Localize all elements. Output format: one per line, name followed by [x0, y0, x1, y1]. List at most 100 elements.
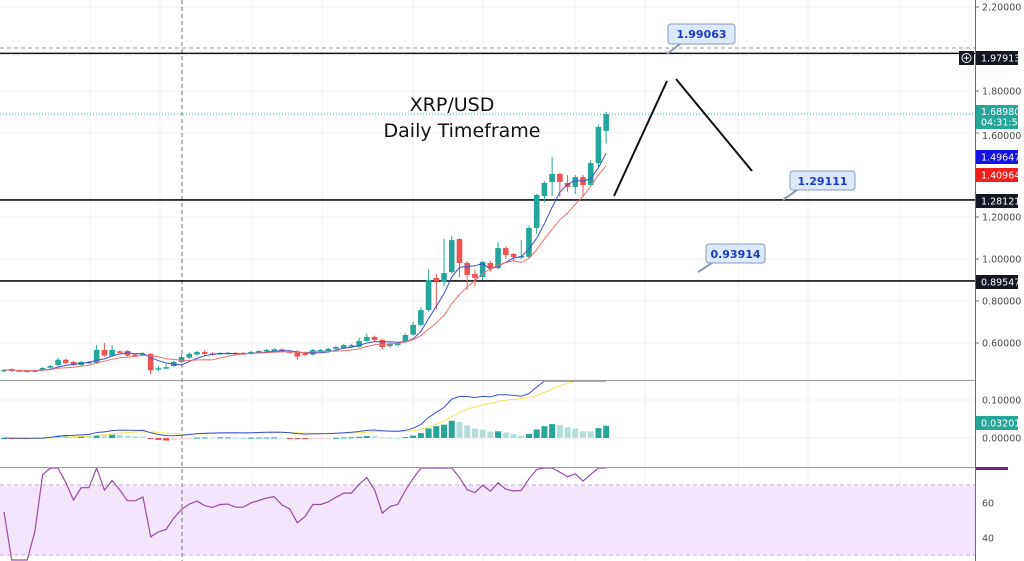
horizontal-levels[interactable]	[0, 47, 975, 282]
macd-histogram-bar	[201, 437, 208, 439]
title-line-1: XRP/USD	[410, 94, 495, 116]
macd-histogram-bar	[580, 431, 586, 438]
candle-body	[503, 248, 509, 256]
zigzag-up-line[interactable]	[613, 80, 668, 197]
candle	[201, 350, 208, 356]
candle	[163, 364, 169, 370]
candle	[487, 261, 494, 272]
macd-histogram-bar	[487, 431, 494, 438]
zigzag-down-line[interactable]	[675, 78, 753, 172]
price-tick-label: 1.20000	[982, 213, 1021, 224]
candle-body	[533, 194, 540, 228]
candle	[541, 181, 548, 203]
drawn-zigzag[interactable]	[613, 78, 753, 197]
callout-1[interactable]: 1.99063	[666, 23, 736, 55]
bar-countdown: 04:31:50	[981, 118, 1024, 129]
callout-2[interactable]: 1.29111	[782, 170, 856, 201]
price-callouts[interactable]: 1.99063 1.29111 0.93914	[666, 23, 856, 273]
macd-histogram-bar	[410, 435, 417, 438]
candle-body	[101, 349, 108, 356]
macd-histogram-bar	[325, 438, 332, 439]
candle	[456, 238, 463, 278]
candle	[194, 350, 200, 356]
candle	[557, 172, 563, 198]
candle	[178, 354, 185, 363]
candle	[410, 322, 416, 336]
candle	[109, 345, 115, 357]
candles	[1, 112, 609, 375]
candle-body	[93, 349, 100, 363]
macd-histogram-bar	[186, 438, 193, 439]
macd-histogram-bar	[217, 437, 224, 439]
candle-body	[39, 367, 46, 371]
macd-histogram-bar	[332, 437, 339, 439]
candle-body	[117, 351, 123, 353]
candle	[117, 350, 123, 354]
price-tick-label: 1.80000	[982, 87, 1021, 98]
macd-histogram-bar	[441, 424, 448, 438]
candle	[364, 333, 370, 342]
macd-histogram-bar	[124, 435, 131, 438]
macd-pane	[1, 381, 610, 441]
macd-histogram-bar	[232, 437, 239, 439]
macd-histogram-bar	[132, 436, 139, 438]
add-alert-button[interactable]	[959, 51, 974, 65]
candle-body	[425, 280, 432, 311]
candle-body	[333, 346, 339, 349]
candle	[186, 352, 193, 359]
macd-histogram-bar	[294, 438, 301, 439]
candle	[425, 269, 432, 312]
candle-body	[387, 344, 393, 347]
candle	[93, 345, 100, 364]
price-tick-label: 1.00000	[982, 255, 1021, 266]
candle	[564, 175, 571, 192]
candle	[101, 343, 108, 357]
candle-body	[163, 367, 169, 369]
macd-histogram-bar	[348, 437, 355, 439]
candle-body	[255, 350, 262, 353]
candle	[533, 193, 540, 234]
tag-ma-fast: 1.49647	[976, 150, 1020, 164]
candle-body	[464, 262, 470, 275]
candle-body	[472, 273, 478, 278]
candle	[448, 235, 455, 274]
ma-slow-label: 1.40964	[981, 171, 1020, 182]
axis-labels: 2.20000 1.80000 1.60000 1.20000 1.00000 0.800…	[975, 3, 1021, 545]
candle-body	[410, 324, 416, 335]
macd-histogram-bar	[93, 435, 100, 438]
candle-body	[541, 182, 548, 196]
callout-3[interactable]: 0.93914	[697, 243, 766, 273]
candle-body	[394, 343, 401, 346]
candle	[62, 358, 69, 364]
candle-body	[325, 348, 332, 351]
macd-line	[3, 381, 607, 439]
candle-body	[371, 336, 378, 340]
candle-body	[456, 239, 463, 263]
rsi-tick-label: 60	[982, 499, 994, 510]
macd-histogram-bar	[155, 438, 162, 441]
candle	[55, 357, 61, 367]
candle-body	[564, 182, 571, 187]
candle	[155, 366, 162, 372]
candle	[503, 246, 509, 259]
candle	[572, 175, 579, 194]
candle	[441, 239, 447, 287]
macd-histogram-bar	[363, 436, 370, 438]
macd-histogram-bar	[78, 436, 85, 438]
candle-body	[418, 310, 424, 325]
candle-body	[356, 340, 362, 347]
candle	[510, 252, 517, 262]
ma-slow-line	[3, 165, 607, 372]
macd-histogram-bar	[116, 434, 123, 438]
moving-averages	[3, 152, 607, 372]
candle-body	[557, 173, 563, 182]
title-line-2: Daily Timeframe	[384, 120, 541, 142]
macd-histogram-bar	[271, 437, 278, 439]
level-mid-label: 1.28121	[981, 197, 1020, 208]
rsi-tick-label: 40	[982, 534, 994, 545]
macd-histogram-bar	[402, 437, 409, 439]
macd-histogram-bar	[387, 437, 393, 439]
tag-rsi	[976, 467, 1008, 470]
candle-body	[479, 261, 486, 278]
